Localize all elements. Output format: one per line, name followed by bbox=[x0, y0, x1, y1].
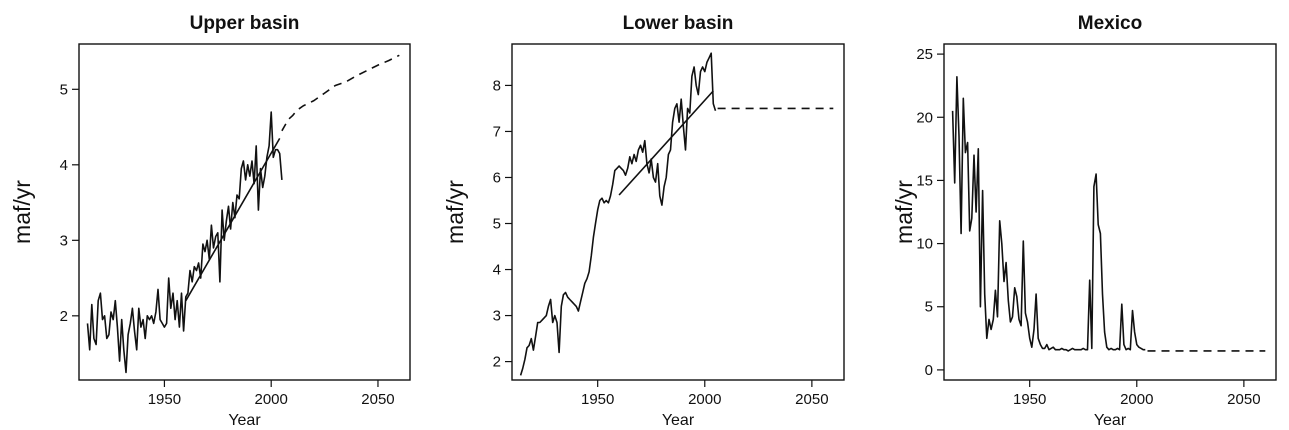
y-tick-label: 2 bbox=[493, 354, 501, 371]
y-tick-label: 15 bbox=[916, 172, 933, 189]
chart-panel-3: Mexico 1950 2000 2050 0 5 10 15 20 25 Year maf/yr bbox=[891, 13, 1277, 429]
chart-title: Upper basin bbox=[190, 13, 300, 34]
y-tick-label: 20 bbox=[916, 109, 933, 126]
y-tick-label: 25 bbox=[916, 46, 933, 63]
x-tick-label: 1950 bbox=[1013, 391, 1046, 408]
y-tick-label: 8 bbox=[493, 77, 501, 94]
chart-panel-1: Upper basin 1950 2000 2050 2 3 4 5 Year maf/yr bbox=[9, 13, 411, 429]
x-tick-label: 2050 bbox=[361, 391, 394, 408]
x-tick-label: 2050 bbox=[1227, 391, 1260, 408]
y-tick-label: 2 bbox=[60, 308, 68, 325]
chart-panel-2: Lower basin 1950 2000 2050 2 3 4 5 6 7 8 Year maf/yr bbox=[442, 13, 845, 429]
trend-line bbox=[618, 90, 714, 196]
chart-title: Mexico bbox=[1078, 13, 1142, 34]
y-tick-label: 3 bbox=[493, 308, 501, 325]
y-tick-label: 5 bbox=[493, 216, 501, 233]
y-tick-label: 5 bbox=[925, 299, 933, 316]
x-axis-label: Year bbox=[662, 412, 695, 429]
x-tick-label: 1950 bbox=[581, 391, 614, 408]
y-tick-label: 7 bbox=[493, 123, 501, 140]
series-line bbox=[951, 76, 1146, 352]
plot-frame bbox=[943, 43, 1277, 381]
x-tick-label: 1950 bbox=[148, 391, 181, 408]
y-tick-label: 4 bbox=[60, 157, 68, 174]
y-axis-label: maf/yr bbox=[891, 180, 917, 244]
y-tick-label: 10 bbox=[916, 236, 933, 253]
y-tick-label: 4 bbox=[493, 262, 501, 279]
y-tick-label: 0 bbox=[925, 362, 933, 379]
x-tick-label: 2000 bbox=[255, 391, 288, 408]
series-line bbox=[86, 111, 283, 374]
series-line bbox=[519, 52, 717, 376]
plot-frame bbox=[511, 43, 845, 381]
x-axis-label: Year bbox=[228, 412, 261, 429]
plot-frame bbox=[78, 43, 411, 381]
y-tick-label: 5 bbox=[60, 81, 68, 98]
projection-line bbox=[281, 54, 400, 132]
x-axis-label: Year bbox=[1094, 412, 1127, 429]
y-axis-label: maf/yr bbox=[9, 180, 35, 244]
x-tick-label: 2000 bbox=[688, 391, 721, 408]
y-tick-label: 6 bbox=[493, 169, 501, 186]
chart-title: Lower basin bbox=[623, 13, 734, 34]
trend-line bbox=[185, 137, 281, 302]
x-tick-label: 2000 bbox=[1120, 391, 1153, 408]
y-axis-label: maf/yr bbox=[442, 180, 468, 244]
y-tick-label: 3 bbox=[60, 232, 68, 249]
x-tick-label: 2050 bbox=[795, 391, 828, 408]
